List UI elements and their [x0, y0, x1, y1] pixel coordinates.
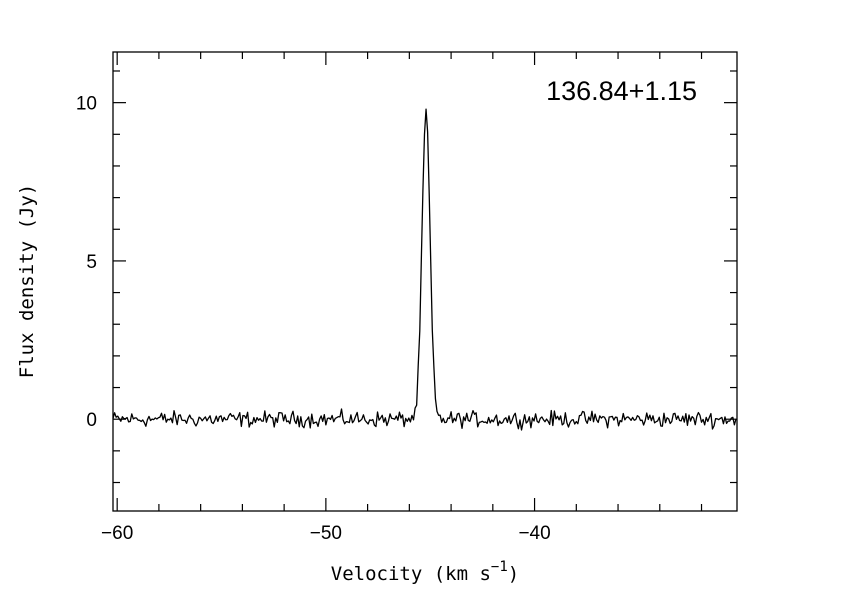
spectrum-line	[112, 108, 737, 431]
y-tick-label: 10	[76, 94, 97, 115]
tick-labels: −60 −50 −40 0 5 10	[76, 94, 551, 544]
y-axis-title: Flux density (Jy)	[16, 184, 38, 378]
plot-frame	[112, 51, 738, 512]
source-annotation: 136.84+1.15	[546, 76, 697, 106]
x-axis-title: Velocity (km s−1)	[331, 559, 519, 585]
axis-ticks	[113, 52, 737, 511]
y-tick-label: 5	[86, 252, 97, 273]
x-tick-label: −50	[310, 523, 342, 544]
x-tick-label: −40	[518, 523, 550, 544]
y-tick-label: 0	[86, 410, 97, 431]
x-tick-label: −60	[101, 523, 133, 544]
